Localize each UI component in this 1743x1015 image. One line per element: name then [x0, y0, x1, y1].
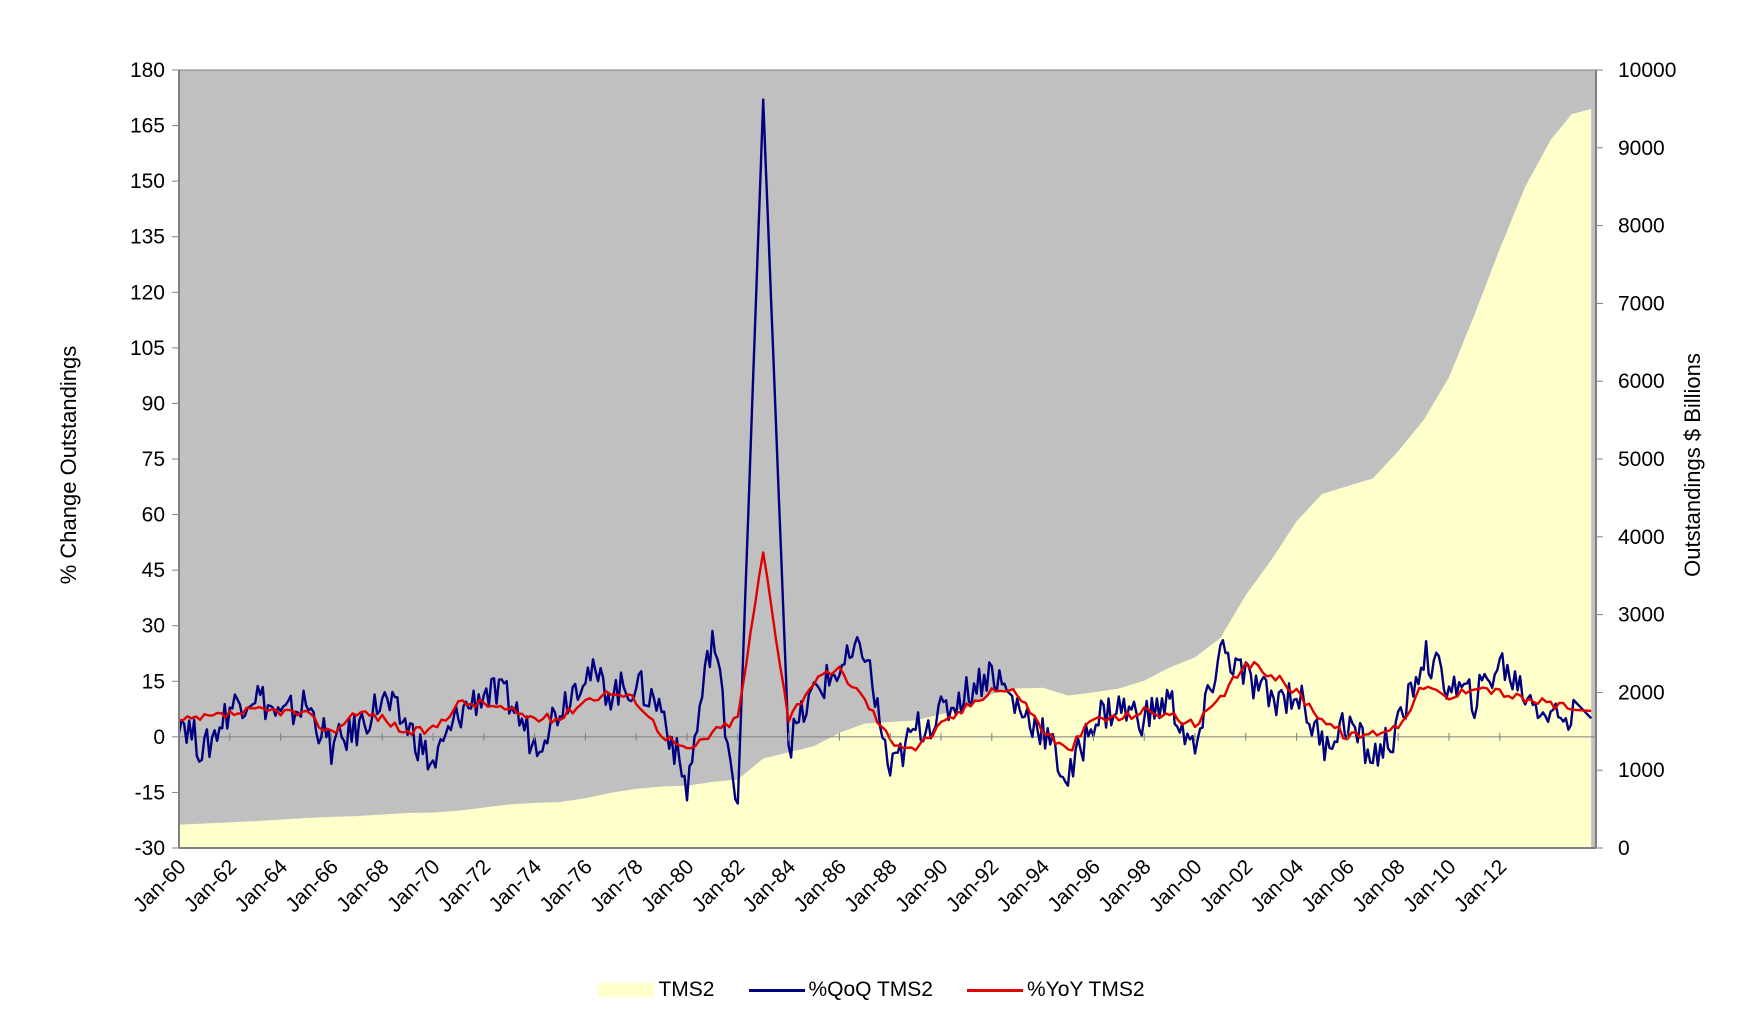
qoq-line [177, 98, 1593, 805]
left-tick-label: 45 [142, 559, 165, 582]
left-tick-label: 60 [142, 504, 165, 527]
x-tick-label: Jan-88 [840, 855, 902, 917]
x-tick-label: Jan-12 [1450, 855, 1512, 917]
chart-canvas: -30 -15 0 15 30 45 60 75 90 105 120 135 150 165 180 0 1… [56, 59, 1705, 917]
left-axis-title: % Change Outstandings [56, 346, 81, 585]
x-tick-label: Jan-98 [1094, 855, 1156, 917]
right-tick-label: 4000 [1618, 526, 1665, 549]
legend-label: %YoY TMS2 [1026, 978, 1145, 1001]
x-tick-label: Jan-74 [484, 855, 546, 917]
legend-item-tms2: TMS2 [598, 978, 715, 1002]
right-y-axis: 0 1000 2000 3000 4000 5000 6000 7000 8000 9000 100… [1596, 59, 1676, 860]
x-tick-label: Jan-94 [992, 855, 1054, 917]
x-tick-label: Jan-70 [383, 855, 445, 917]
left-tick-label: -15 [135, 781, 165, 804]
right-tick-label: 6000 [1618, 370, 1665, 393]
left-tick-label: 135 [130, 226, 165, 249]
left-tick-label: -30 [135, 837, 165, 860]
qoq-line-swatch-icon [748, 988, 805, 992]
right-tick-label: 10000 [1618, 59, 1676, 82]
tms2-area-series [179, 108, 1592, 848]
x-tick-label: Jan-72 [434, 855, 496, 917]
x-tick-label: Jan-84 [738, 855, 800, 917]
x-tick-label: Jan-68 [332, 855, 394, 917]
x-tick-label: Jan-86 [789, 855, 851, 917]
right-axis-title: Outstandings $ Billions [1680, 353, 1705, 577]
legend-item-qoq: %QoQ TMS2 [748, 978, 933, 1002]
left-tick-label: 105 [130, 337, 165, 360]
right-tick-label: 5000 [1618, 448, 1665, 471]
x-tick-label: Jan-10 [1399, 855, 1461, 917]
x-tick-label: Jan-60 [129, 855, 191, 917]
left-tick-label: 150 [130, 170, 165, 193]
right-tick-label: 0 [1618, 837, 1630, 860]
x-tick-label: Jan-90 [891, 855, 953, 917]
x-tick-label: Jan-80 [637, 855, 699, 917]
left-y-axis: -30 -15 0 15 30 45 60 75 90 105 120 135 150 165 180 [130, 59, 179, 860]
x-tick-label: Jan-66 [281, 855, 343, 917]
right-tick-label: 7000 [1618, 292, 1665, 315]
left-tick-label: 75 [142, 448, 165, 471]
right-tick-label: 3000 [1618, 604, 1665, 627]
tms2-area-swatch-icon [598, 983, 655, 997]
x-tick-label: Jan-76 [535, 855, 597, 917]
x-tick-label: Jan-02 [1196, 855, 1258, 917]
right-tick-label: 1000 [1618, 759, 1665, 782]
left-tick-label: 180 [130, 59, 165, 82]
x-tick-label: Jan-64 [230, 855, 292, 917]
x-tick-label: Jan-08 [1348, 855, 1410, 917]
x-tick-label: Jan-00 [1145, 855, 1207, 917]
right-tick-label: 8000 [1618, 215, 1665, 238]
yoy-line-swatch-icon [966, 988, 1023, 992]
x-tick-label: Jan-82 [688, 855, 750, 917]
left-tick-label: 30 [142, 615, 165, 638]
yoy-line [178, 551, 1592, 752]
x-tick-label: Jan-04 [1246, 855, 1308, 917]
legend: TMS2 %QoQ TMS2 %YoY TMS2 [0, 975, 1743, 1005]
x-tick-label: Jan-62 [180, 855, 242, 917]
legend-item-yoy: %YoY TMS2 [966, 978, 1145, 1002]
right-tick-label: 2000 [1618, 681, 1665, 704]
right-tick-label: 9000 [1618, 137, 1665, 160]
left-tick-label: 120 [130, 281, 165, 304]
x-tick-label: Jan-92 [942, 855, 1004, 917]
x-tick-label: Jan-06 [1297, 855, 1359, 917]
legend-label: TMS2 [658, 978, 715, 1001]
line-series [177, 98, 1593, 805]
left-tick-label: 15 [142, 670, 165, 693]
left-tick-label: 0 [153, 726, 165, 749]
left-tick-label: 165 [130, 115, 165, 138]
left-tick-label: 90 [142, 392, 165, 415]
x-tick-label: Jan-78 [586, 855, 648, 917]
legend-label: %QoQ TMS2 [808, 978, 933, 1001]
x-tick-label: Jan-96 [1043, 855, 1105, 917]
